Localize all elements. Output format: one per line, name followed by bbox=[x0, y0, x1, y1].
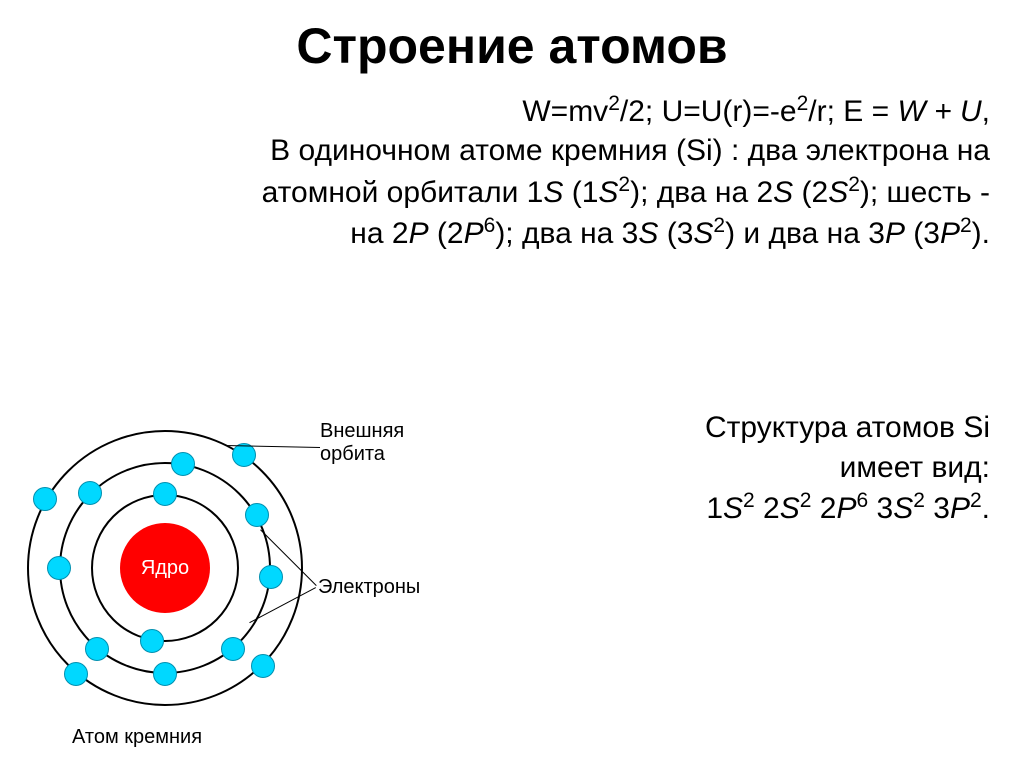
sup: 2 bbox=[743, 489, 755, 512]
right-column: Структура атомов Si имеет вид: 1S2 2S2 2… bbox=[470, 408, 1024, 758]
eq-emph: W + U bbox=[897, 95, 981, 128]
eq-part: /2; U=U(r)=-e bbox=[620, 95, 797, 128]
sup: 6 bbox=[484, 214, 496, 237]
sup: 2 bbox=[800, 489, 812, 512]
electron bbox=[33, 487, 57, 511]
electron bbox=[153, 662, 177, 686]
page-title: Строение атомов bbox=[0, 0, 1024, 76]
electron-config: 1S2 2S2 2P6 3S2 3P2. bbox=[470, 487, 990, 529]
c: 1 bbox=[706, 492, 723, 525]
orb: P bbox=[940, 217, 960, 250]
c: 3 bbox=[868, 492, 893, 525]
orb: P bbox=[836, 492, 856, 525]
electron bbox=[153, 482, 177, 506]
electron bbox=[47, 556, 71, 580]
t: (2 bbox=[793, 176, 828, 209]
c: 2 bbox=[755, 492, 780, 525]
t: (3 bbox=[658, 217, 693, 250]
text-line: имеет вид: bbox=[470, 448, 990, 488]
t: ); два на 2 bbox=[630, 176, 773, 209]
orb: P bbox=[950, 492, 970, 525]
eq-part: /r; E = bbox=[808, 95, 897, 128]
equation-line: W=mv2/2; U=U(r)=-e2/r; E = W + U, bbox=[34, 90, 990, 132]
orb: S bbox=[893, 492, 913, 525]
nucleus: Ядро bbox=[120, 523, 210, 613]
sup: 2 bbox=[970, 489, 982, 512]
c: . bbox=[982, 492, 990, 525]
orb: S bbox=[638, 217, 658, 250]
electron bbox=[221, 637, 245, 661]
eq-part: , bbox=[982, 95, 990, 128]
orb: S bbox=[693, 217, 713, 250]
t: ); шесть - bbox=[860, 176, 990, 209]
text-line: на 2P (2P6); два на 3S (3S2) и два на 3P… bbox=[34, 212, 990, 254]
electron bbox=[64, 662, 88, 686]
eq-sup: 2 bbox=[797, 92, 809, 115]
sup: 6 bbox=[857, 489, 869, 512]
orb: S bbox=[773, 176, 793, 209]
electron bbox=[259, 565, 283, 589]
t: атомной орбитали 1 bbox=[262, 176, 544, 209]
body-text: W=mv2/2; U=U(r)=-e2/r; E = W + U, В один… bbox=[0, 76, 1024, 254]
atom-diagram: Ядро Внешняяорбита Электроны Атом кремния bbox=[0, 408, 470, 758]
t: (2 bbox=[429, 217, 464, 250]
diagram-column: Ядро Внешняяорбита Электроны Атом кремния bbox=[0, 408, 470, 758]
orb: P bbox=[464, 217, 484, 250]
orb: S bbox=[780, 492, 800, 525]
electron bbox=[171, 452, 195, 476]
text-line: Структура атомов Si bbox=[470, 408, 990, 448]
orb: S bbox=[828, 176, 848, 209]
electron bbox=[251, 654, 275, 678]
t: ). bbox=[972, 217, 990, 250]
t: (3 bbox=[905, 217, 940, 250]
orb: S bbox=[598, 176, 618, 209]
diagram-caption: Атом кремния bbox=[72, 726, 202, 749]
eq-part: W=mv bbox=[522, 95, 608, 128]
lower-region: Ядро Внешняяорбита Электроны Атом кремния С… bbox=[0, 408, 1024, 758]
c: 3 bbox=[925, 492, 950, 525]
orb: S bbox=[723, 492, 743, 525]
orb: P bbox=[885, 217, 905, 250]
c: 2 bbox=[811, 492, 836, 525]
electron bbox=[140, 629, 164, 653]
orb: P bbox=[409, 217, 429, 250]
sup: 2 bbox=[618, 173, 630, 196]
sup: 2 bbox=[848, 173, 860, 196]
eq-sup: 2 bbox=[608, 92, 620, 115]
electron bbox=[78, 481, 102, 505]
orb: S bbox=[543, 176, 563, 209]
t: ) и два на 3 bbox=[725, 217, 885, 250]
text-line: атомной орбитали 1S (1S2); два на 2S (2S… bbox=[34, 171, 990, 213]
t: ); два на 3 bbox=[495, 217, 638, 250]
slide: Строение атомов W=mv2/2; U=U(r)=-e2/r; E… bbox=[0, 0, 1024, 767]
t: на 2 bbox=[350, 217, 408, 250]
t: (1 bbox=[563, 176, 598, 209]
sup: 2 bbox=[960, 214, 972, 237]
sup: 2 bbox=[713, 214, 725, 237]
electron bbox=[85, 637, 109, 661]
label-electrons: Электроны bbox=[318, 576, 420, 599]
sup: 2 bbox=[913, 489, 925, 512]
electron bbox=[245, 503, 269, 527]
label-outer-orbit: Внешняяорбита bbox=[320, 420, 404, 466]
text-line: В одиночном атоме кремния (Si) : два эле… bbox=[34, 131, 990, 171]
